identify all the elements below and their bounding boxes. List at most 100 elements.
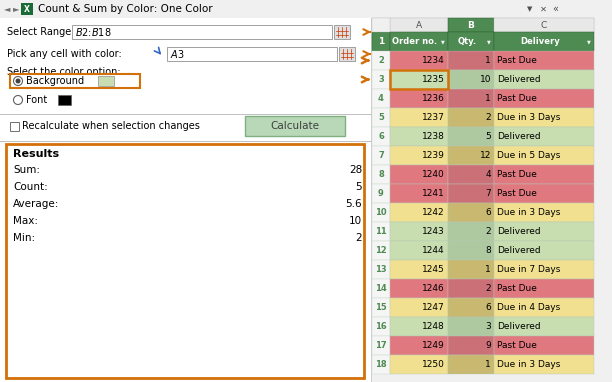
Text: 5: 5 — [356, 182, 362, 192]
Bar — [372, 70, 390, 89]
Text: C: C — [541, 21, 547, 29]
Bar — [494, 298, 594, 317]
Bar — [494, 32, 594, 51]
Text: 1247: 1247 — [422, 303, 445, 312]
Bar — [448, 51, 494, 70]
Bar — [372, 336, 390, 355]
Text: ▼: ▼ — [587, 39, 591, 44]
Text: 1: 1 — [485, 360, 491, 369]
Bar — [372, 51, 390, 70]
Text: X: X — [24, 5, 30, 13]
Bar — [494, 165, 594, 184]
Text: 10: 10 — [479, 75, 491, 84]
Text: Past Due: Past Due — [497, 170, 537, 179]
Bar — [390, 108, 448, 127]
Text: 1235: 1235 — [422, 75, 445, 84]
Text: 1248: 1248 — [422, 322, 445, 331]
Text: 1249: 1249 — [422, 341, 445, 350]
Text: 1: 1 — [485, 265, 491, 274]
Text: 10: 10 — [349, 216, 362, 226]
Text: 14: 14 — [375, 284, 387, 293]
Text: Delivery: Delivery — [520, 37, 560, 46]
Bar — [390, 146, 448, 165]
Text: ▼: ▼ — [528, 6, 532, 12]
Bar — [390, 165, 448, 184]
Text: Sum:: Sum: — [13, 165, 40, 175]
Bar — [494, 317, 594, 336]
Text: 7: 7 — [485, 189, 491, 198]
Text: 1242: 1242 — [422, 208, 445, 217]
Bar — [390, 317, 448, 336]
Bar — [390, 18, 448, 32]
Bar — [390, 241, 448, 260]
Text: «: « — [552, 4, 558, 14]
Bar — [494, 355, 594, 374]
Bar — [494, 241, 594, 260]
Bar — [448, 70, 494, 89]
Text: $B$2:$B$18: $B$2:$B$18 — [75, 26, 111, 38]
Bar — [448, 222, 494, 241]
Text: 1246: 1246 — [422, 284, 445, 293]
Text: Max:: Max: — [13, 216, 38, 226]
Bar — [390, 260, 448, 279]
Text: Select Range:: Select Range: — [7, 27, 75, 37]
Bar — [390, 298, 448, 317]
Text: Count & Sum by Color: One Color: Count & Sum by Color: One Color — [38, 4, 212, 14]
Text: Due in 3 Days: Due in 3 Days — [497, 360, 561, 369]
Text: A: A — [416, 21, 422, 29]
Bar — [21, 3, 33, 15]
Bar — [390, 184, 448, 203]
Bar — [372, 279, 390, 298]
Bar — [58, 95, 71, 105]
Bar — [372, 317, 390, 336]
Text: Order no.: Order no. — [392, 37, 438, 46]
Text: 1: 1 — [485, 56, 491, 65]
Bar — [494, 260, 594, 279]
Bar — [448, 317, 494, 336]
Text: Past Due: Past Due — [497, 189, 537, 198]
Bar — [98, 76, 114, 86]
Bar — [390, 336, 448, 355]
Text: 3: 3 — [485, 322, 491, 331]
Text: 8: 8 — [378, 170, 384, 179]
Bar — [448, 18, 494, 32]
Bar — [390, 51, 448, 70]
Text: Qty.: Qty. — [457, 37, 477, 46]
Text: 8: 8 — [485, 246, 491, 255]
Text: 7: 7 — [378, 151, 384, 160]
Bar — [372, 184, 390, 203]
Bar — [372, 18, 594, 32]
Bar — [494, 18, 594, 32]
Text: Pick any cell with color:: Pick any cell with color: — [7, 49, 122, 59]
Text: $A$3: $A$3 — [170, 48, 185, 60]
Text: Past Due: Past Due — [497, 284, 537, 293]
Text: Results: Results — [13, 149, 59, 159]
Bar — [390, 32, 448, 51]
Text: 1245: 1245 — [422, 265, 445, 274]
Text: 12: 12 — [480, 151, 491, 160]
Text: 6: 6 — [485, 208, 491, 217]
Bar — [448, 165, 494, 184]
Circle shape — [13, 76, 23, 86]
Text: ▼: ▼ — [441, 39, 445, 44]
Bar — [448, 146, 494, 165]
Bar — [372, 108, 390, 127]
Text: 17: 17 — [375, 341, 387, 350]
Bar — [372, 89, 390, 108]
Text: 9: 9 — [378, 189, 384, 198]
Text: 1240: 1240 — [422, 170, 445, 179]
Text: Select the color option:: Select the color option: — [7, 67, 121, 77]
Text: Delivered: Delivered — [497, 132, 540, 141]
Bar — [372, 222, 390, 241]
Bar — [448, 241, 494, 260]
Text: Due in 3 Days: Due in 3 Days — [497, 113, 561, 122]
Text: ►: ► — [13, 5, 19, 13]
Bar — [494, 108, 594, 127]
Bar — [494, 70, 594, 89]
Text: 1236: 1236 — [422, 94, 445, 103]
Bar — [372, 355, 390, 374]
Bar — [494, 51, 594, 70]
Bar — [448, 32, 494, 51]
Bar — [390, 70, 448, 89]
Bar — [339, 47, 355, 61]
